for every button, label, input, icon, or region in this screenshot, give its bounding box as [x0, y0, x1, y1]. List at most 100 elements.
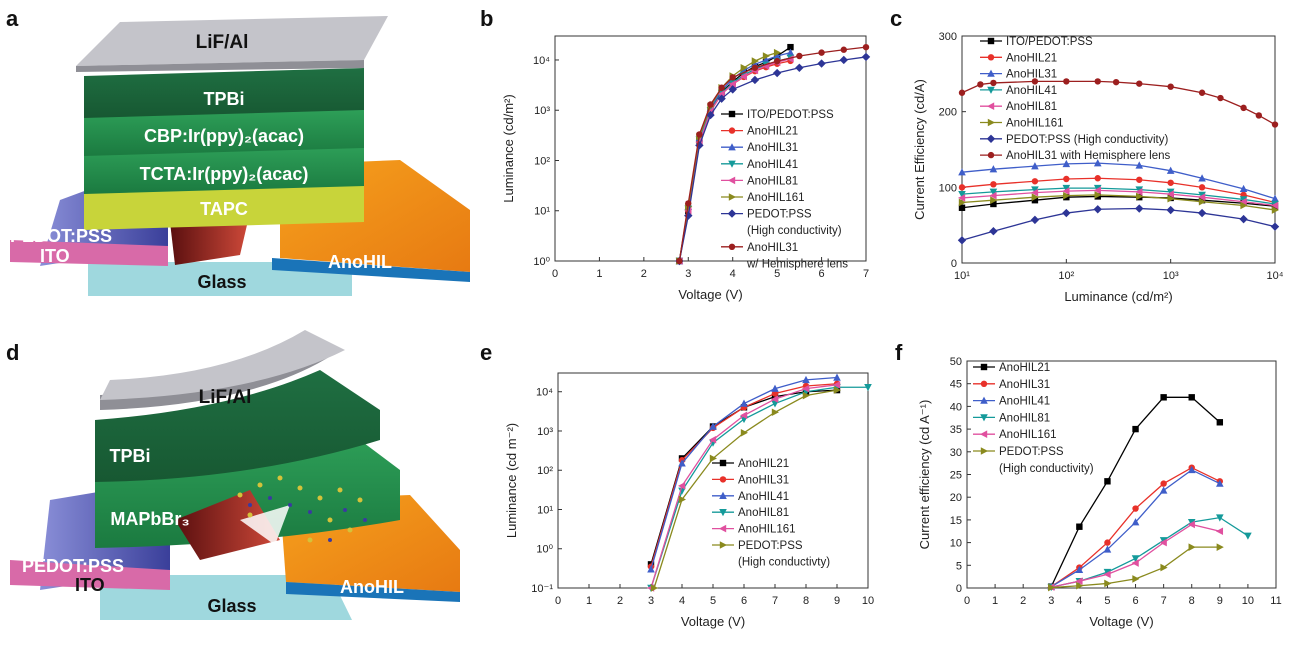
x-tick-label: 1	[992, 595, 998, 607]
legend-entry: AnoHIL161	[738, 524, 796, 536]
x-tick-label: 1	[596, 268, 602, 280]
data-point	[861, 52, 871, 62]
legend-entry: AnoHIL31	[1006, 69, 1057, 81]
series-line	[961, 162, 1276, 200]
data-point	[750, 75, 760, 85]
data-point	[1062, 208, 1071, 218]
x-tick-label: 10¹	[954, 270, 970, 282]
data-point	[833, 373, 841, 381]
y-axis-label: Luminance (cd m⁻²)	[504, 423, 519, 538]
data-point	[1239, 184, 1248, 193]
y-axis-label: Current efficiency (cd A⁻¹)	[917, 400, 932, 550]
x-axis-label: Voltage (V)	[678, 287, 742, 302]
y-tick-label: 20	[950, 492, 962, 504]
data-point	[989, 188, 998, 196]
data-point	[739, 72, 748, 81]
data-point	[840, 46, 847, 53]
data-point	[1131, 559, 1139, 567]
legend-swatch-marker	[987, 151, 995, 159]
data-point	[1167, 83, 1174, 90]
data-point	[1094, 191, 1102, 199]
plot-frame-b	[554, 35, 867, 262]
x-tick-label: 5	[1104, 595, 1110, 607]
data-point	[678, 482, 686, 490]
panel-label-e: e	[480, 340, 493, 365]
y-tick-label: 200	[939, 107, 957, 119]
legend-entry: PEDOT:PSS	[738, 540, 803, 552]
series-line	[961, 187, 1276, 205]
data-point	[1216, 419, 1224, 426]
data-point	[676, 257, 683, 265]
legend-swatch-marker	[728, 176, 736, 185]
data-point	[1063, 191, 1071, 200]
data-point	[695, 141, 704, 150]
data-point	[678, 459, 686, 467]
series-line	[650, 386, 868, 589]
data-point	[647, 565, 655, 573]
x-tick-label: 3	[648, 595, 654, 607]
device-d-diagram: LiF/Al TPBi MAPbBr₃ PEDOT:PSS ITO AnoHIL…	[10, 330, 460, 620]
series-line	[678, 56, 867, 262]
layer-label-anohil-a: AnoHIL	[328, 252, 392, 272]
data-point	[1132, 425, 1139, 433]
x-tick-label: 6	[1132, 595, 1138, 607]
legend-swatch-marker	[980, 380, 988, 387]
x-tick-label: 8	[803, 595, 809, 607]
x-tick-label: 4	[679, 595, 685, 607]
y-tick-label: 5	[956, 560, 962, 572]
legend-swatch-marker	[980, 447, 988, 455]
legend-entry: AnoHIL21	[747, 126, 798, 138]
panel-label-d: d	[6, 340, 20, 365]
data-point	[751, 64, 759, 71]
plot-frame-c	[961, 35, 1276, 264]
legend-entry: AnoHIL21	[999, 362, 1050, 374]
data-point	[1063, 175, 1070, 183]
legend-entry: AnoHIL161	[999, 429, 1057, 441]
x-axis-label: Voltage (V)	[1089, 614, 1153, 629]
data-point	[1093, 205, 1102, 214]
legend-f: AnoHIL21 AnoHIL31 AnoHIL41 AnoHIL81 AnoHIL16…	[973, 362, 1094, 475]
x-tick-label: 2	[641, 268, 647, 280]
data-point	[977, 81, 984, 88]
data-point	[1093, 186, 1101, 195]
x-tick-label: 3	[1048, 595, 1054, 607]
y-tick-label: 100	[939, 182, 957, 194]
x-tick-label: 10²	[1058, 270, 1074, 282]
data-point	[1198, 184, 1206, 191]
data-point	[684, 211, 693, 220]
perovskite-crystal-dots	[237, 475, 363, 543]
data-point	[1160, 563, 1168, 572]
data-point	[1270, 222, 1280, 231]
tcta-layer	[84, 142, 364, 194]
y-tick-label: 0	[951, 258, 957, 270]
x-axis-label: Voltage (V)	[681, 614, 745, 629]
data-point	[1215, 527, 1224, 536]
y-tick-label: 25	[950, 470, 962, 482]
data-point	[786, 48, 795, 56]
series-line	[961, 207, 1276, 241]
series-c-7	[958, 78, 1279, 128]
legend-swatch-marker	[986, 134, 996, 143]
data-point	[1136, 176, 1143, 183]
data-point	[989, 227, 998, 236]
data-point	[1271, 206, 1279, 214]
data-point	[1104, 478, 1111, 485]
data-point	[650, 584, 659, 592]
data-point	[990, 196, 998, 204]
data-point	[1160, 480, 1167, 487]
series-e-5	[650, 386, 841, 592]
data-point	[1135, 204, 1144, 213]
y-tick-label: 10³	[537, 426, 553, 438]
x-tick-label: 0	[552, 268, 558, 280]
data-point	[1239, 197, 1247, 206]
data-point	[1132, 575, 1140, 583]
series-c-4	[958, 186, 1279, 210]
data-point	[1131, 555, 1140, 563]
series-line	[961, 189, 1276, 207]
legend-entry: AnoHIL31 with Hemisphere lens	[1006, 150, 1171, 162]
data-point	[958, 194, 966, 202]
data-point	[1104, 579, 1112, 588]
legend-swatch-marker	[980, 430, 988, 438]
data-point	[1197, 208, 1207, 218]
y-tick-label: 10²	[537, 465, 553, 477]
